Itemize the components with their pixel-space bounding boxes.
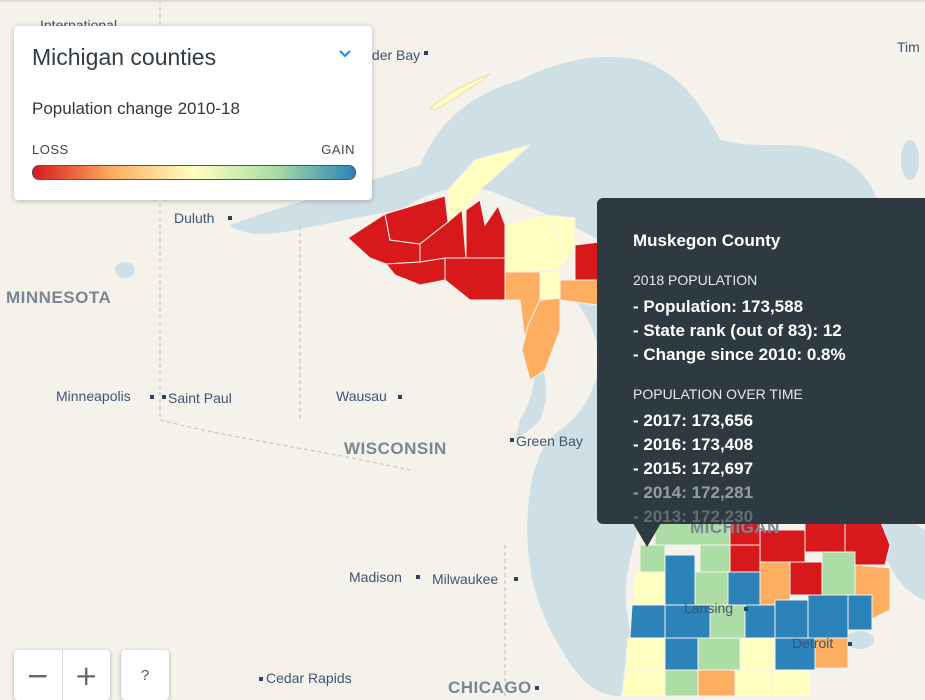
county[interactable] — [729, 544, 761, 573]
lake-michigan — [527, 300, 650, 696]
tooltip-history: - 2015: 172,697 — [633, 459, 754, 478]
county[interactable] — [664, 637, 699, 671]
county[interactable] — [699, 544, 731, 573]
legend-max-label: GAIN — [321, 142, 355, 157]
state-border — [159, 0, 506, 696]
county[interactable] — [697, 637, 741, 671]
county[interactable] — [759, 561, 791, 606]
county[interactable] — [624, 637, 666, 671]
legend-min-label: LOSS — [32, 142, 69, 157]
green-bay-water — [515, 360, 546, 440]
zoom-out-button[interactable]: − — [26, 658, 50, 692]
tooltip-stat: - Change since 2010: 0.8% — [633, 345, 846, 364]
chevron-down-icon[interactable] — [336, 45, 354, 63]
county[interactable] — [621, 669, 666, 696]
county-keweenaw[interactable] — [447, 144, 531, 224]
help-button[interactable]: ? — [121, 650, 169, 700]
county[interactable] — [774, 599, 809, 639]
label-green-bay: Green Bay — [516, 433, 583, 449]
tooltip-section-2018: 2018 POPULATION — [633, 272, 758, 288]
island — [428, 73, 491, 111]
zoom-controls: − + — [14, 650, 110, 700]
tooltip-stat: - State rank (out of 83): 12 — [633, 321, 842, 340]
county-delta[interactable] — [521, 297, 561, 381]
label-chicago: CHICAGO — [448, 678, 532, 696]
county[interactable] — [734, 669, 773, 696]
tooltip-history: - 2013: 172,230 — [633, 507, 754, 524]
label-milwaukee: Milwaukee — [432, 571, 498, 587]
tooltip-pointer — [633, 523, 661, 547]
tooltip-history: - 2016: 173,408 — [633, 435, 754, 454]
label-minnesota: MINNESOTA — [6, 288, 111, 307]
county-tooltip: Muskegon County 2018 POPULATION - Popula… — [597, 198, 925, 524]
county-luce[interactable] — [559, 279, 601, 306]
layer-panel: Michigan counties Population change 2010… — [14, 26, 372, 200]
lake-huron — [835, 508, 925, 600]
label-minneapolis: Minneapolis — [56, 388, 131, 404]
county[interactable] — [664, 669, 699, 696]
upper-peninsula — [347, 144, 601, 381]
tooltip-section-history: POPULATION OVER TIME — [633, 386, 803, 402]
county[interactable] — [804, 519, 846, 553]
county[interactable] — [789, 561, 823, 596]
panel-subtitle: Population change 2010-18 — [32, 99, 240, 118]
label-lansing: Lansing — [684, 600, 733, 616]
county[interactable] — [814, 637, 849, 669]
legend-color-ramp — [32, 165, 356, 180]
county-dickinson[interactable] — [444, 257, 506, 301]
county[interactable] — [664, 554, 696, 606]
county[interactable] — [631, 571, 666, 606]
county[interactable] — [697, 669, 736, 696]
place-dots — [150, 51, 852, 690]
county-alger[interactable] — [544, 214, 576, 272]
county[interactable] — [639, 544, 666, 573]
lake — [846, 631, 874, 649]
tooltip-stat: - Population: 173,588 — [633, 297, 804, 316]
label-cedar-rapids: Cedar Rapids — [266, 670, 352, 686]
county[interactable] — [744, 604, 776, 639]
county[interactable] — [629, 604, 666, 639]
lake — [901, 140, 919, 180]
lower-peninsula — [621, 514, 891, 696]
label-saint-paul: Saint Paul — [168, 390, 232, 406]
tooltip-history: - 2014: 172,281 — [633, 483, 754, 502]
panel-title[interactable]: Michigan counties — [32, 44, 217, 70]
label-duluth: Duluth — [174, 210, 214, 226]
label-madison: Madison — [349, 569, 402, 585]
label-detroit: Detroit — [792, 635, 833, 651]
county-mackinac[interactable] — [539, 269, 561, 301]
label-timmins: Tim — [897, 39, 920, 55]
county[interactable] — [807, 594, 849, 639]
county[interactable] — [821, 551, 856, 596]
lake — [115, 262, 135, 278]
county[interactable] — [774, 637, 816, 671]
county[interactable] — [739, 637, 776, 671]
lake-superior — [230, 56, 880, 240]
county[interactable] — [771, 669, 811, 696]
label-wausau: Wausau — [336, 388, 387, 404]
tooltip-county-name: Muskegon County — [633, 231, 781, 250]
tooltip-history: - 2017: 173,656 — [633, 411, 754, 430]
label-wisconsin: WISCONSIN — [344, 439, 447, 458]
zoom-in-button[interactable]: + — [61, 650, 111, 700]
county[interactable] — [847, 594, 873, 631]
map-border — [0, 0, 925, 2]
